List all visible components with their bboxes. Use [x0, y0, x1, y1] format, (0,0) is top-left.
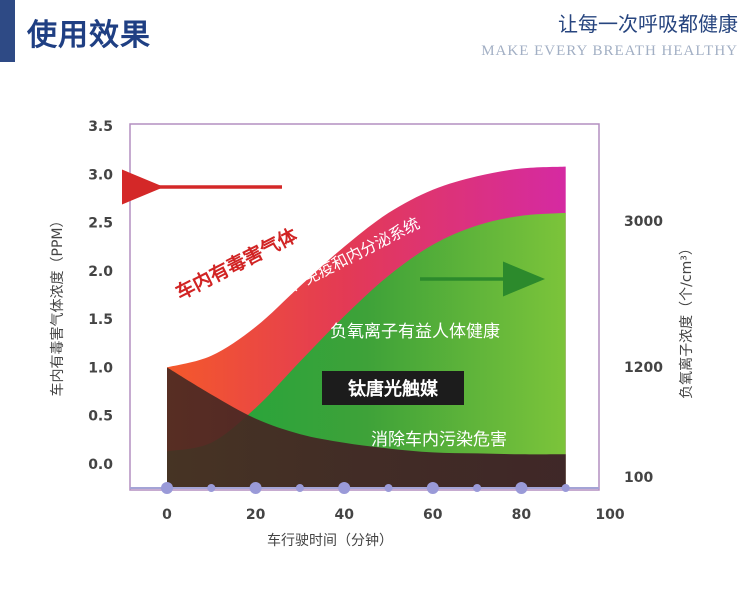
axis-marker-dot: [561, 484, 570, 492]
x-tick-label: 0: [162, 507, 172, 523]
header-accent-bar: [0, 0, 15, 62]
ion-benefit-label: 负氧离子有益人体健康: [330, 322, 500, 342]
y-left-tick-label: 0.5: [88, 409, 113, 425]
axis-marker-dot: [515, 482, 528, 494]
x-tick-label: 100: [595, 507, 624, 523]
axis-marker-dot: [384, 484, 393, 492]
axis-marker-dot: [207, 484, 216, 492]
y-left-tick-label: 1.5: [88, 312, 113, 328]
y-left-tick-label: 1.0: [88, 360, 113, 376]
catalyst-label: 钛唐光触媒: [348, 378, 439, 400]
y-left-tick-label: 2.5: [88, 216, 113, 232]
x-tick-label: 80: [512, 507, 532, 523]
y-axis-right-title: 负氧离子浓度（个/cm³）: [678, 241, 695, 399]
y-right-tick-label: 100: [624, 470, 653, 486]
header-slogan: 让每一次呼吸都健康: [558, 12, 738, 36]
header-slogan-en: MAKE EVERY BREATH HEALTHY: [481, 43, 738, 59]
x-axis-title: 车行驶时间（分钟）: [267, 532, 393, 549]
y-left-tick-label: 3.0: [88, 167, 113, 183]
axis-marker-dot: [426, 482, 439, 494]
axis-marker-dot: [161, 482, 173, 494]
x-tick-label: 40: [334, 507, 354, 523]
page-title: 使用效果: [27, 18, 151, 53]
axis-marker-dot: [249, 482, 262, 494]
y-right-tick-label: 3000: [624, 214, 663, 230]
axis-marker-dot: [473, 484, 482, 492]
axis-marker-dot: [295, 484, 304, 492]
y-left-tick-label: 2.0: [88, 264, 113, 280]
y-right-tick-label: 1200: [624, 360, 663, 376]
negative-ion-band: [167, 212, 566, 488]
x-tick-label: 20: [246, 507, 266, 523]
x-tick-label: 60: [423, 507, 443, 523]
y-left-tick-label: 0.0: [88, 457, 113, 473]
y-left-tick-label: 3.5: [88, 119, 113, 135]
catalyst-label-box: [322, 371, 464, 405]
pollution-label: 消除车内污染危害: [371, 430, 507, 450]
pollutant-decline-band: [167, 367, 566, 488]
y-axis-left-title: 车内有毒害气体浓度（PPM）: [49, 214, 66, 397]
axis-marker-dot: [338, 482, 351, 494]
